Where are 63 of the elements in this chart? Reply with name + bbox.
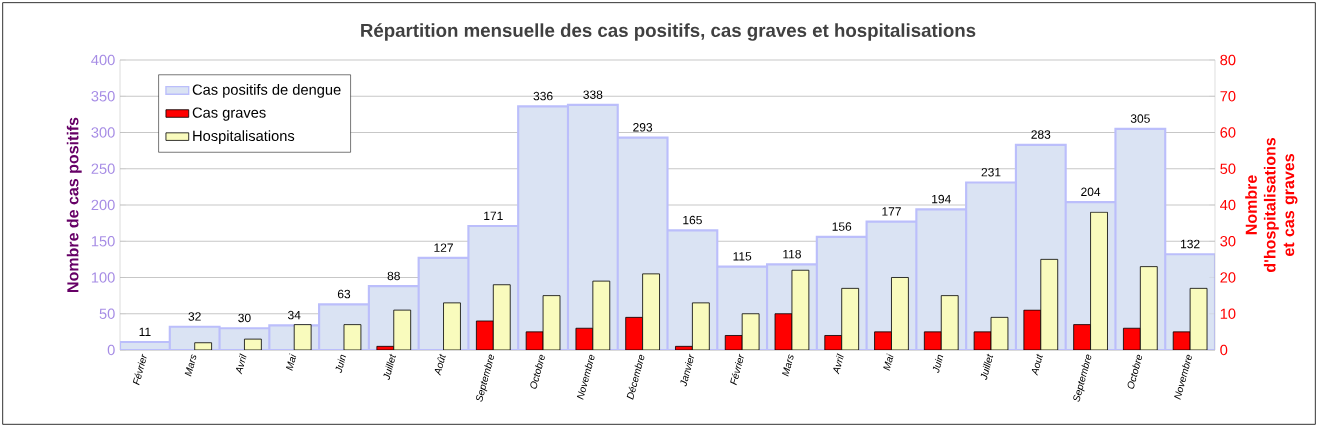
x-tick-label: Janvier	[680, 353, 695, 387]
y2-tick-label: 50	[1220, 163, 1236, 174]
y2-tick-label: 10	[1220, 308, 1236, 319]
data-label: 194	[932, 194, 951, 204]
x-tick-label: Juin	[932, 354, 944, 373]
data-label: 165	[683, 215, 702, 225]
x-tick-label: Avril	[833, 353, 844, 375]
y2-axis-title: Nombre d'hospitalisations et cas graves	[1245, 137, 1298, 273]
y2-tick-label: 60	[1220, 127, 1236, 138]
data-label: 115	[733, 252, 752, 261]
data-label: 32	[188, 312, 201, 321]
x-tick-label: Octobre	[1127, 354, 1142, 389]
data-label: 305	[1130, 114, 1150, 123]
data-label: 30	[238, 313, 251, 323]
x-tick-label: Juin	[335, 354, 346, 373]
y-tick-label: 50	[99, 308, 115, 319]
x-tick-label: Août	[434, 353, 446, 376]
data-label: 127	[434, 243, 453, 252]
legend-label: Cas positifs de dengue	[192, 84, 341, 98]
y-tick-label: 300	[91, 127, 115, 138]
data-label: 11	[139, 327, 151, 336]
data-label: 231	[981, 167, 1001, 177]
x-tick-label: Aout	[1031, 353, 1043, 376]
x-tick-label: Mars	[184, 354, 197, 377]
data-label: 156	[832, 222, 852, 231]
data-label: 293	[633, 123, 653, 132]
data-label: 132	[1181, 239, 1200, 249]
x-tick-label: Octobre	[530, 354, 545, 389]
y2-tick-label: 30	[1220, 236, 1236, 247]
data-label: 336	[533, 91, 553, 101]
legend-label: Hospitalisations	[193, 130, 295, 144]
data-label: 177	[882, 207, 901, 216]
x-tick-label: Mai	[286, 353, 297, 371]
y2-tick-label: 20	[1220, 272, 1236, 283]
x-tick-label: Mars	[782, 354, 794, 377]
x-tick-label: Mai	[883, 353, 894, 371]
data-label: 88	[387, 271, 400, 281]
data-label: 63	[337, 289, 351, 299]
y-tick-label: 400	[91, 54, 115, 66]
chart-title: Répartition mensuelle des cas positifs, cas graves et hospitalisations	[361, 23, 976, 41]
y2-tick-label: 40	[1220, 199, 1236, 211]
data-label: 204	[1081, 187, 1101, 197]
x-tick-label: Juillet	[980, 353, 994, 380]
data-label: 118	[783, 249, 801, 259]
x-tick-label: Juillet	[383, 353, 396, 380]
y-tick-label: 350	[91, 91, 115, 102]
y-tick-label: 150	[91, 236, 115, 247]
data-label: 338	[583, 90, 603, 99]
y-tick-label: 250	[91, 163, 115, 174]
data-label: 283	[1031, 130, 1051, 139]
y-axis-title: Nombre de cas positifs	[66, 117, 82, 292]
data-label: 171	[484, 211, 503, 220]
y-tick-label: 100	[91, 272, 115, 283]
data-label: 34	[288, 310, 301, 320]
y2-tick-label: 0	[1220, 344, 1228, 356]
x-tick-label: Avril	[236, 353, 247, 375]
legend-label: Cas graves	[192, 107, 266, 121]
x-tick-label: Février	[132, 353, 147, 386]
y-tick-label: 0	[107, 344, 115, 356]
y2-tick-label: 70	[1220, 91, 1236, 102]
y-tick-label: 200	[91, 199, 115, 211]
x-tick-label: Février	[730, 353, 744, 386]
y2-tick-label: 80	[1220, 54, 1236, 66]
